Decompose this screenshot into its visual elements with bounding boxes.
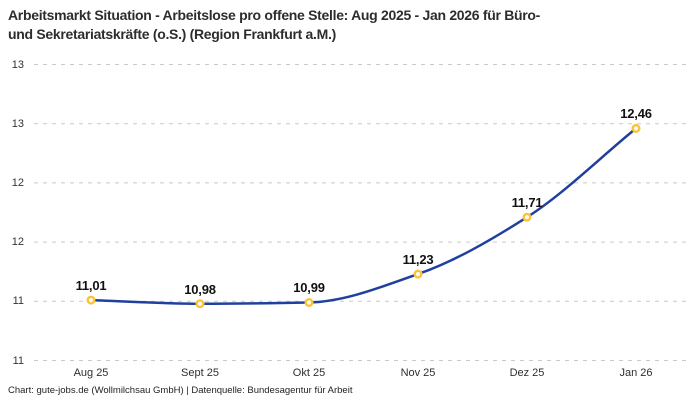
value-label: 10,99 [293, 280, 325, 295]
y-tick-label: 11 [12, 355, 24, 367]
value-label: 11,71 [511, 195, 543, 210]
value-label: 11,23 [402, 252, 434, 267]
chart-title: Arbeitsmarkt Situation - Arbeitslose pro… [8, 6, 540, 44]
data-point-marker [522, 212, 532, 222]
value-label: 10,98 [184, 282, 216, 297]
data-point-marker [413, 269, 423, 279]
y-tick-label: 11 [12, 295, 24, 307]
data-point-marker [86, 295, 96, 305]
x-tick-label: Aug 25 [73, 367, 109, 379]
x-tick-label: Okt 25 [292, 367, 326, 379]
x-tick-label: Dez 25 [509, 367, 545, 379]
series-line [89, 127, 638, 305]
data-point-marker [195, 299, 205, 309]
y-tick-label: 13 [11, 59, 24, 71]
source-credit: Chart: gute-jobs.de (Wollmilchsau GmbH) … [8, 385, 353, 396]
y-tick-label: 13 [11, 118, 24, 130]
y-tick-label: 12 [11, 177, 24, 189]
x-tick-label: Sept 25 [181, 367, 219, 379]
chart-title-line-1: Arbeitsmarkt Situation - Arbeitslose pro… [8, 7, 541, 23]
x-tick-label: Nov 25 [400, 367, 436, 379]
value-label: 12,46 [620, 106, 652, 121]
value-label: 11,01 [75, 278, 107, 293]
y-tick-label: 12 [11, 236, 24, 248]
x-tick-label: Jan 26 [619, 367, 653, 379]
data-point-marker [631, 123, 641, 133]
data-point-marker [304, 298, 314, 308]
chart-title-line-2: und Sekretariatskräfte (o.S.) (Region Fr… [8, 26, 336, 42]
